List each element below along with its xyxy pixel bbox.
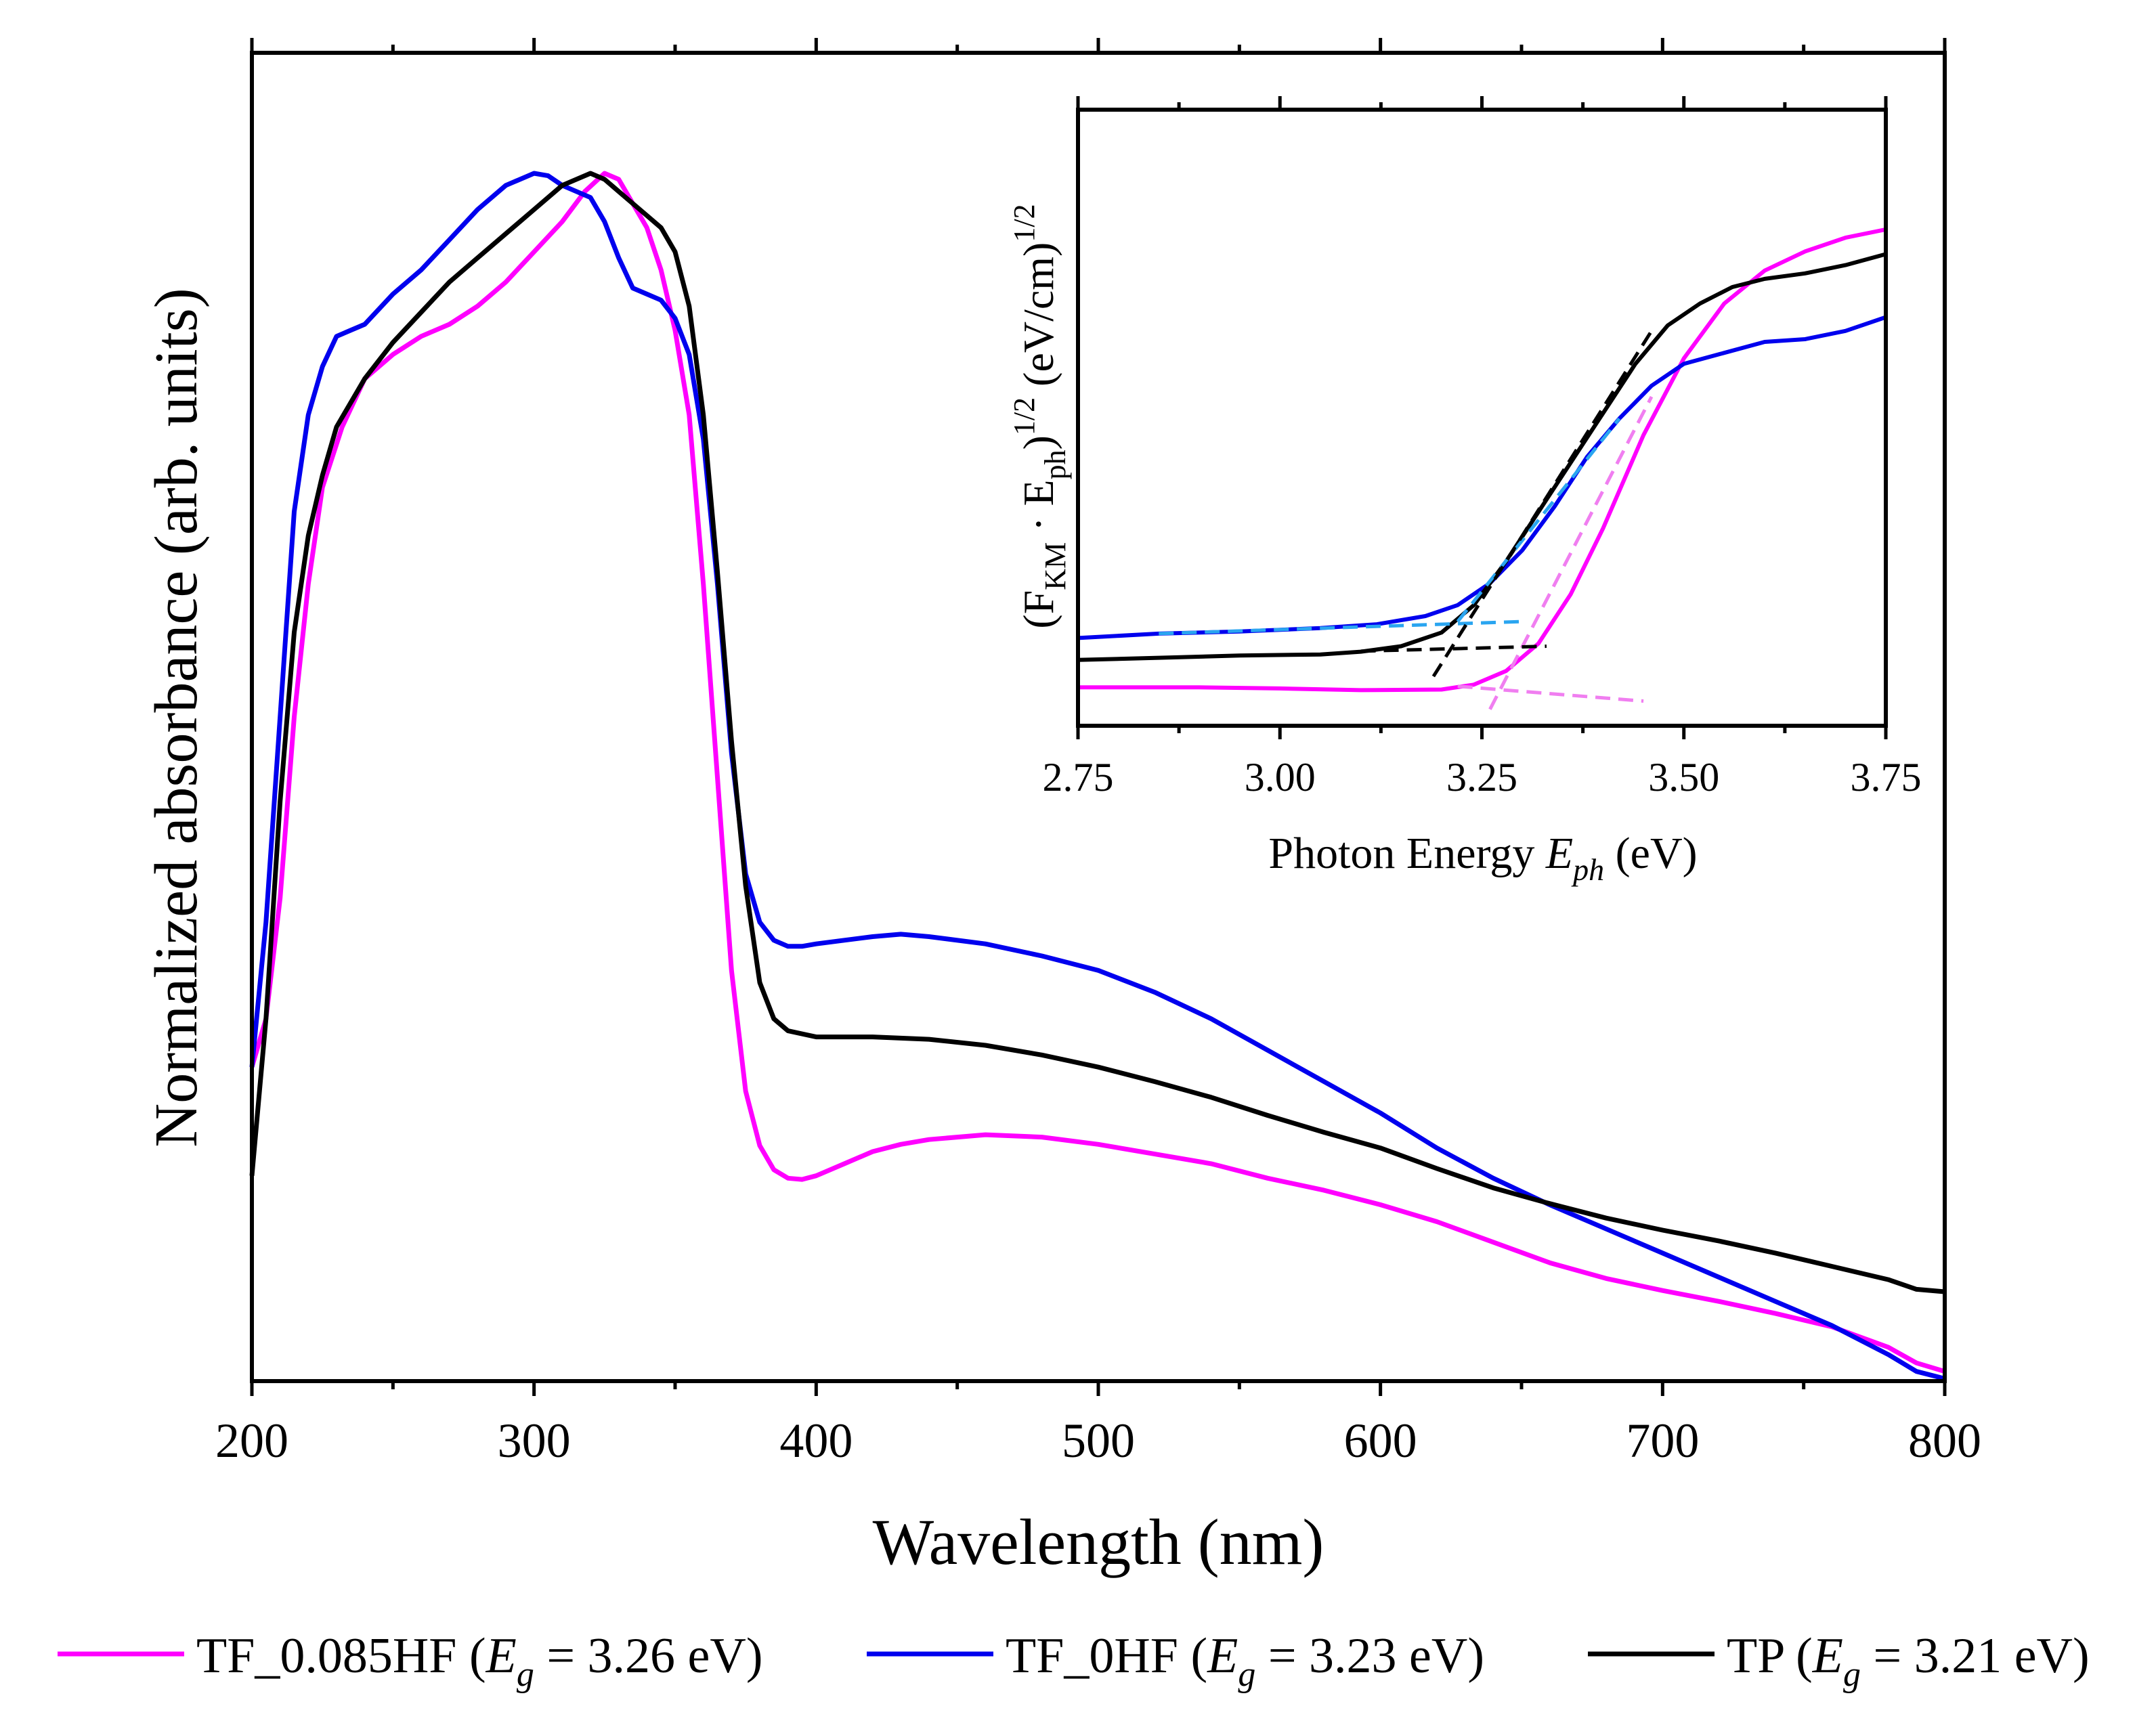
inset-x-axis-tick-labels: 2.75 3.00 3.25 3.50 3.75 <box>1043 755 1922 800</box>
legend-1-pre: TF_0HF ( <box>1006 1628 1207 1684</box>
main-x-tick-label: 200 <box>215 1414 288 1468</box>
legend-label-tf-0hf: TF_0HF (Eg = 3.23 eV) <box>1006 1628 1484 1694</box>
inset-x-tick-label: 3.00 <box>1245 755 1316 800</box>
inset-fit-line-tp-4 <box>1360 645 1547 653</box>
inset-fit-line-tf-0-085hf-1 <box>1488 395 1654 710</box>
inset-y-label-part-1: KM <box>1039 542 1072 590</box>
main-series-group <box>249 171 1946 1381</box>
main-series-tp <box>249 171 1945 1294</box>
inset-x-axis-label-sub: ph <box>1571 852 1604 887</box>
main-y-axis-label: Normalized absorbance (arb. units) <box>143 288 210 1148</box>
inset-fit-lines <box>1159 330 1654 710</box>
inset-y-label-part-7: 1/2 <box>1008 204 1041 242</box>
legend-2-sub: g <box>1843 1655 1861 1694</box>
inset-x-axis-label-var: E <box>1545 829 1573 878</box>
inset-plot: 2.75 3.00 3.25 3.50 3.75 Photon Energy Eph (… <box>1008 96 1922 887</box>
inset-y-label-part-6: (eV/cm) <box>1014 242 1062 397</box>
main-x-tick-label: 700 <box>1626 1414 1699 1468</box>
legend-2-post: = 3.21 eV) <box>1861 1628 2090 1684</box>
legend: TF_0.085HF (Eg = 3.26 eV) TF_0HF (Eg = 3… <box>58 1628 2090 1694</box>
inset-x-tick-label: 3.50 <box>1648 755 1719 800</box>
main-x-tick-label: 400 <box>779 1414 853 1468</box>
legend-0-post: = 3.26 eV) <box>534 1628 763 1684</box>
legend-0-sub: g <box>517 1655 534 1694</box>
inset-y-label-part-3: ph <box>1039 450 1072 479</box>
inset-x-axis-label-post: (eV) <box>1604 829 1697 878</box>
inset-fit-line-tf-0hf-2 <box>1159 619 1523 636</box>
main-series-tf-0-085hf <box>249 171 1946 1374</box>
inset-fit-line-tf-0-085hf-0 <box>1457 684 1644 703</box>
legend-1-post: = 3.23 eV) <box>1255 1628 1484 1684</box>
inset-x-tick-label: 3.25 <box>1446 755 1517 800</box>
inset-x-tick-label: 3.75 <box>1851 755 1922 800</box>
main-x-tick-label: 800 <box>1908 1414 1981 1468</box>
main-x-axis-tick-labels: 200 300 400 500 600 700 800 <box>215 1414 1981 1468</box>
legend-1-sub: g <box>1238 1655 1255 1694</box>
main-x-axis-ticks <box>250 38 1947 1396</box>
inset-series-tp <box>1077 252 1886 662</box>
legend-label-tf-0085hf: TF_0.085HF (Eg = 3.26 eV) <box>196 1628 762 1694</box>
inset-y-label-part-0: (F <box>1014 590 1062 629</box>
legend-2-var: E <box>1812 1628 1843 1684</box>
inset-series-tf-0-085hf <box>1078 227 1886 693</box>
main-x-tick-label: 600 <box>1344 1414 1417 1468</box>
legend-1-var: E <box>1207 1628 1238 1684</box>
inset-y-label-part-4: ) <box>1014 435 1062 450</box>
legend-0-var: E <box>486 1628 517 1684</box>
main-plot: 200 300 400 500 600 700 800 Wavelength (nm) No… <box>143 38 1981 1578</box>
inset-x-tick-label: 2.75 <box>1043 755 1114 800</box>
inset-x-axis-label: Photon Energy Eph (eV) <box>1268 829 1697 887</box>
inset-x-axis-label-pre: Photon Energy <box>1268 829 1545 878</box>
main-x-tick-label: 500 <box>1062 1414 1135 1468</box>
legend-0-pre: TF_0.085HF ( <box>196 1628 486 1684</box>
main-x-axis-label: Wavelength (nm) <box>873 1506 1324 1578</box>
legend-2-pre: TP ( <box>1727 1628 1813 1684</box>
inset-y-label-part-2: · E <box>1014 479 1062 542</box>
inset-x-axis-ticks <box>1076 96 1888 739</box>
legend-label-tp: TP (Eg = 3.21 eV) <box>1727 1628 2090 1694</box>
inset-y-label-part-5: 1/2 <box>1008 397 1041 435</box>
main-x-tick-label: 300 <box>498 1414 571 1468</box>
inset-y-axis-label: (FKM · Eph)1/2 (eV/cm)1/2 <box>1008 204 1072 628</box>
inset-fit-line-tf-0hf-3 <box>1456 417 1621 623</box>
